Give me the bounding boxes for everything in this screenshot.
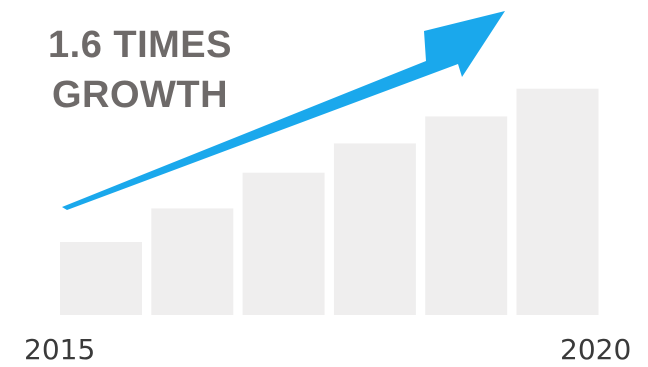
bar-2020 (516, 88, 599, 315)
headline: 1.6 TIMES GROWTH (48, 20, 232, 120)
bar-2018 (333, 143, 416, 315)
bar-2016 (151, 208, 234, 315)
headline-line-1: 1.6 TIMES (48, 24, 232, 66)
bar-2015 (60, 242, 142, 315)
growth-arrow (62, 11, 505, 210)
x-tick-label-last: 2020 (560, 333, 632, 366)
bar-2019 (425, 116, 508, 316)
x-tick-label-first: 2015 (24, 333, 96, 366)
bar-2017 (242, 172, 325, 315)
headline-line-2: GROWTH (51, 74, 229, 116)
